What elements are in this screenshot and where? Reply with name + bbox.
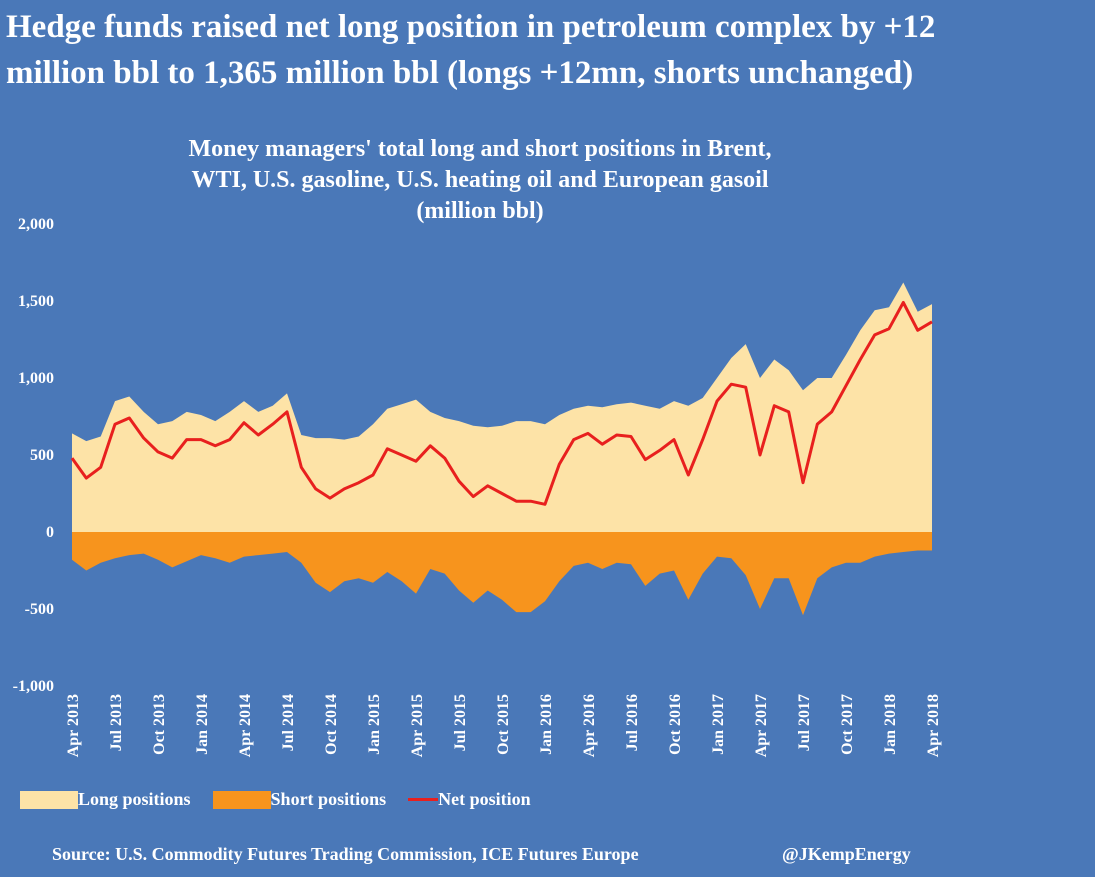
legend-label-long: Long positions xyxy=(78,789,191,809)
x-tick-label: Oct 2014 xyxy=(323,694,340,755)
x-tick-label: Apr 2013 xyxy=(65,694,82,757)
y-axis: 2,000 1,500 1,000 500 0 -500 -1,000 xyxy=(13,216,54,695)
x-tick-label: Apr 2018 xyxy=(925,694,942,757)
legend-item-short: Short positions xyxy=(212,789,387,810)
legend-swatch-net xyxy=(408,798,439,801)
y-tick-label: 1,500 xyxy=(18,293,54,310)
legend-item-net: Net position xyxy=(408,789,531,810)
x-tick-label: Oct 2017 xyxy=(839,694,856,755)
x-tick-label: Oct 2013 xyxy=(151,694,168,755)
y-tick-label: 500 xyxy=(30,447,54,464)
chart-title: Money managers' total long and short pos… xyxy=(100,134,860,227)
legend-item-long: Long positions xyxy=(20,789,191,810)
x-tick-label: Apr 2016 xyxy=(581,694,598,757)
headline-line-1: Hedge funds raised net long position in … xyxy=(6,9,936,45)
chart-title-line-2: WTI, U.S. gasoline, U.S. heating oil and… xyxy=(191,167,769,193)
area-long-positions xyxy=(72,282,932,532)
x-tick-label: Jan 2014 xyxy=(194,694,211,755)
headline-line-2: million bbl to 1,365 million bbl (longs … xyxy=(6,55,914,91)
chart-title-line-1: Money managers' total long and short pos… xyxy=(188,136,772,162)
x-tick-label: Apr 2015 xyxy=(409,694,426,757)
line-net-position xyxy=(70,301,933,506)
x-tick-label: Jul 2014 xyxy=(280,694,297,751)
area-short-positions xyxy=(72,532,932,616)
x-axis: Apr 2013 Jul 2013 Oct 2013 Jan 2014 Apr 2014… xyxy=(65,694,942,757)
x-tick-label: Jan 2016 xyxy=(538,694,555,755)
x-tick-label: Oct 2015 xyxy=(495,694,512,755)
y-tick-label: 0 xyxy=(46,524,54,541)
legend-label-net: Net position xyxy=(438,789,531,809)
x-tick-label: Jan 2017 xyxy=(710,694,727,755)
x-tick-label: Oct 2016 xyxy=(667,694,684,755)
y-tick-label: -500 xyxy=(25,601,54,618)
x-tick-label: Jul 2013 xyxy=(108,694,125,751)
chart-title-line-3: (million bbl) xyxy=(416,198,544,224)
y-tick-label: -1,000 xyxy=(13,678,54,695)
x-tick-label: Jul 2015 xyxy=(452,694,469,751)
x-tick-label: Jan 2018 xyxy=(882,694,899,755)
source-note: Source: U.S. Commodity Futures Trading C… xyxy=(52,844,639,864)
headline: Hedge funds raised net long position in … xyxy=(6,4,1091,96)
legend-swatch-short xyxy=(212,790,271,809)
chart-areas xyxy=(72,282,932,616)
legend-label-short: Short positions xyxy=(270,789,387,809)
legend: Long positions Short positions Net posit… xyxy=(20,789,553,810)
x-tick-label: Jul 2016 xyxy=(624,694,641,751)
y-tick-label: 2,000 xyxy=(18,216,54,233)
x-tick-label: Apr 2014 xyxy=(237,694,254,757)
x-tick-label: Jul 2017 xyxy=(796,694,813,751)
x-tick-label: Jan 2015 xyxy=(366,694,383,755)
legend-swatch-long xyxy=(20,790,78,809)
y-tick-label: 1,000 xyxy=(18,370,54,387)
credit-handle: @JKempEnergy xyxy=(782,844,911,864)
x-tick-label: Apr 2017 xyxy=(753,694,770,757)
chart-lines xyxy=(70,301,933,506)
